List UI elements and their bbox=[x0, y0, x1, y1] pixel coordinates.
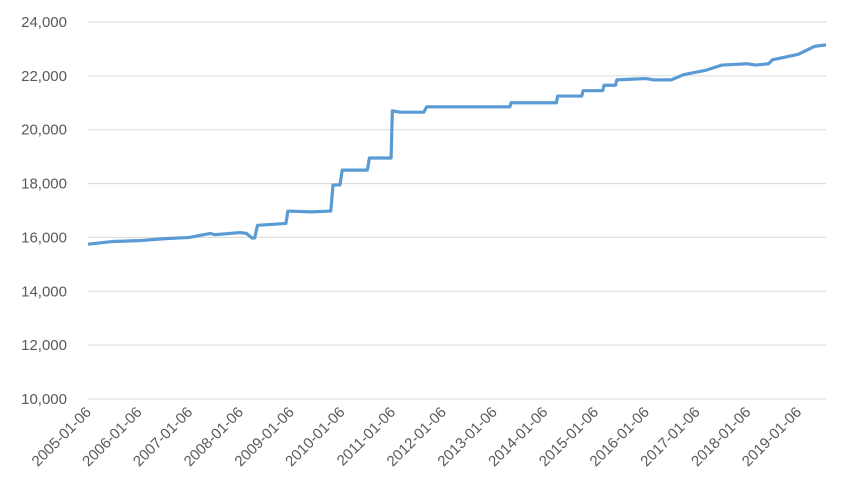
y-tick-label: 18,000 bbox=[21, 176, 67, 193]
y-tick-label: 20,000 bbox=[21, 122, 67, 139]
y-tick-label: 16,000 bbox=[21, 229, 67, 246]
y-tick-label: 24,000 bbox=[21, 14, 67, 31]
y-tick-label: 10,000 bbox=[21, 391, 67, 408]
y-tick-label: 12,000 bbox=[21, 337, 67, 354]
y-tick-label: 14,000 bbox=[21, 283, 67, 300]
data-line bbox=[87, 43, 827, 246]
y-tick-label: 22,000 bbox=[21, 68, 67, 85]
